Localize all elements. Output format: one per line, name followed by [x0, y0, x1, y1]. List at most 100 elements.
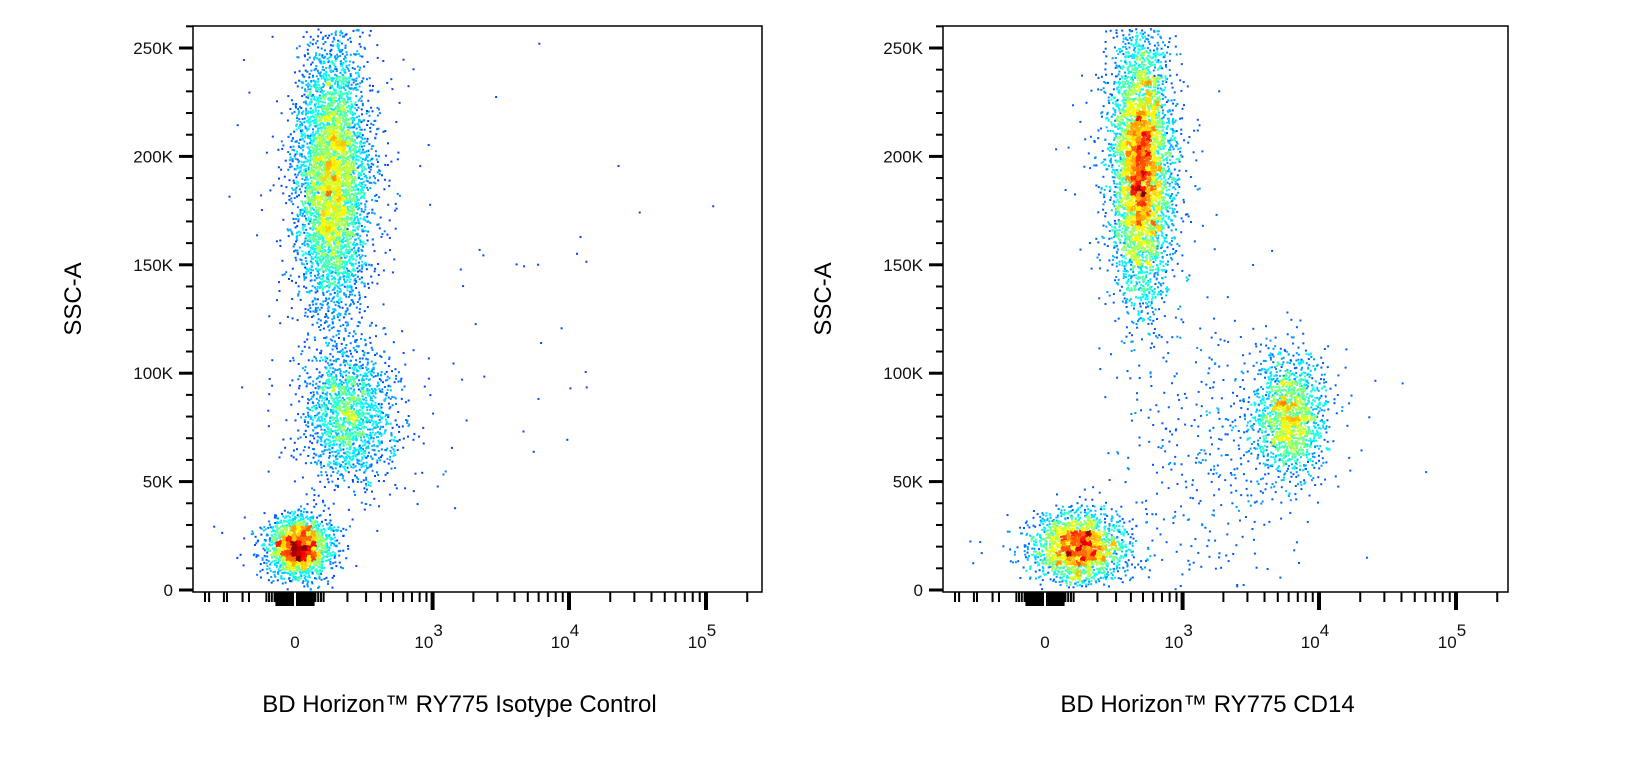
event-dot: [349, 60, 351, 63]
event-dot: [352, 335, 355, 338]
event-dot: [316, 247, 319, 250]
event-dot: [337, 215, 340, 218]
event-dot: [373, 250, 376, 253]
event-dot: [346, 81, 349, 84]
event-dot: [287, 135, 290, 138]
event-dot: [329, 148, 332, 151]
event-dot: [346, 269, 349, 272]
event-dot: [323, 218, 326, 221]
event-dot: [354, 101, 357, 104]
event-dot: [317, 124, 320, 127]
event-dot: [316, 175, 319, 178]
event-dot: [318, 259, 321, 262]
event-dot: [309, 208, 312, 210]
event-dot: [306, 48, 309, 51]
event-dot: [340, 90, 343, 93]
event-dot: [337, 107, 340, 110]
event-dot: [345, 142, 348, 145]
event-dot: [331, 289, 334, 291]
event-dot: [311, 176, 314, 179]
event-dot: [295, 259, 298, 262]
event-dot: [316, 222, 319, 224]
event-dot: [357, 189, 360, 192]
event-dot: [309, 157, 312, 160]
event-dot: [291, 267, 294, 270]
event-dot: [359, 239, 362, 242]
event-dot: [290, 230, 293, 233]
event-dot: [357, 187, 360, 190]
event-dot: [331, 108, 334, 111]
event-dot: [341, 234, 344, 237]
event-dot: [298, 171, 300, 174]
event-dot: [357, 53, 360, 55]
event-dot: [318, 224, 320, 227]
event-dot: [339, 116, 342, 119]
event-dot: [335, 164, 338, 167]
event-dot: [296, 213, 299, 216]
event-dot: [313, 248, 316, 251]
event-dot: [344, 266, 347, 268]
event-dot: [382, 60, 385, 62]
event-dot: [329, 70, 332, 72]
event-dot: [305, 270, 308, 273]
event-dot: [338, 85, 341, 88]
event-dot: [307, 136, 309, 139]
event-dot: [329, 87, 332, 90]
event-dot: [320, 210, 323, 213]
event-dot: [337, 55, 339, 58]
event-dot: [333, 126, 335, 129]
event-dot: [297, 108, 300, 110]
event-dot: [340, 110, 343, 113]
event-dot: [362, 195, 365, 198]
event-dot: [354, 123, 357, 126]
event-dot: [353, 126, 355, 129]
event-dot: [332, 222, 335, 225]
event-dot: [318, 117, 321, 120]
event-dot: [316, 154, 319, 157]
event-dot: [303, 278, 306, 281]
event-dot: [341, 179, 344, 182]
event-dot: [359, 97, 362, 100]
event-dot: [329, 249, 332, 252]
event-dot: [319, 238, 322, 241]
event-dot: [317, 220, 320, 222]
event-dot: [327, 149, 330, 152]
event-dot: [319, 112, 322, 115]
event-dot: [298, 125, 301, 128]
event-dot: [307, 243, 310, 246]
event-dot: [350, 117, 353, 120]
event-dot: [327, 211, 330, 213]
event-dot: [335, 236, 338, 239]
event-dot: [313, 182, 316, 185]
event-dot: [393, 258, 396, 261]
event-dot: [309, 202, 312, 205]
event-dot: [323, 72, 326, 75]
event-dot: [328, 34, 331, 37]
event-dot: [328, 75, 331, 78]
event-dot: [348, 79, 351, 82]
event-dot: [344, 281, 346, 284]
event-dot: [329, 85, 332, 88]
event-dot: [322, 142, 325, 145]
event-dot: [368, 181, 371, 184]
event-dot: [314, 81, 317, 84]
event-dot: [296, 319, 299, 322]
event-dot: [343, 285, 346, 288]
event-dot: [346, 156, 349, 159]
event-dot: [349, 188, 352, 191]
event-dot: [341, 306, 344, 309]
event-dot: [312, 310, 315, 313]
event-dot: [300, 165, 303, 167]
event-dot: [351, 207, 354, 210]
event-dot: [316, 285, 319, 288]
event-dot: [297, 184, 300, 187]
event-dot: [318, 88, 321, 91]
event-dot: [315, 65, 318, 67]
event-dot: [333, 261, 335, 264]
event-dot: [351, 105, 354, 108]
event-dot: [314, 244, 317, 247]
event-dot: [318, 287, 321, 289]
event-dot: [326, 257, 329, 260]
event-dot: [289, 274, 292, 277]
event-dot: [353, 53, 356, 56]
